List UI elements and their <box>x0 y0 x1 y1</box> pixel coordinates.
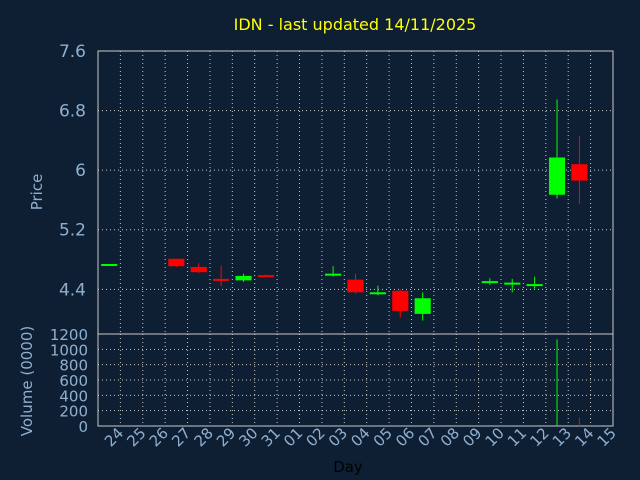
volume-tick-label: 200 <box>59 403 88 421</box>
volume-tick-label: 0 <box>78 418 88 436</box>
candle-body <box>548 157 566 195</box>
price-axis-label: Price <box>28 174 46 211</box>
candle-body <box>257 275 274 278</box>
volume-tick-label: 800 <box>59 357 88 375</box>
candle-body <box>392 290 409 311</box>
candle-body <box>571 164 588 181</box>
volume-tick-label: 1200 <box>50 326 88 344</box>
volume-tick-label: 1000 <box>50 341 88 359</box>
volume-tick-label: 400 <box>59 387 88 405</box>
candle-body <box>414 298 431 314</box>
candle-body <box>190 266 207 273</box>
day-tick-label: 15 <box>594 424 620 450</box>
candle-body <box>369 292 386 295</box>
candle-body <box>526 284 543 287</box>
price-panel: 7.6 6.8 6 5.2 4.4 <box>59 42 614 335</box>
price-tick-label: 6 <box>75 161 86 181</box>
day-axis-label: Day <box>333 458 363 476</box>
candle-body <box>168 258 185 267</box>
candle-body <box>235 275 252 281</box>
price-tick-label: 5.2 <box>59 221 86 241</box>
candle-body <box>101 263 118 266</box>
price-tick-label: 7.6 <box>59 42 86 62</box>
candle-body <box>325 273 342 276</box>
candle-body <box>504 282 521 285</box>
price-tick-label: 6.8 <box>59 102 86 122</box>
candle-body <box>347 279 364 293</box>
volume-plot-frame <box>97 333 614 427</box>
volume-axis-label: Volume (0000) <box>18 326 36 436</box>
volume-tick-label: 600 <box>59 372 88 390</box>
candle-body <box>481 281 498 284</box>
price-tick-label: 4.4 <box>59 280 86 300</box>
candle-body <box>213 278 230 281</box>
chart-title: IDN - last updated 14/11/2025 <box>234 15 477 34</box>
